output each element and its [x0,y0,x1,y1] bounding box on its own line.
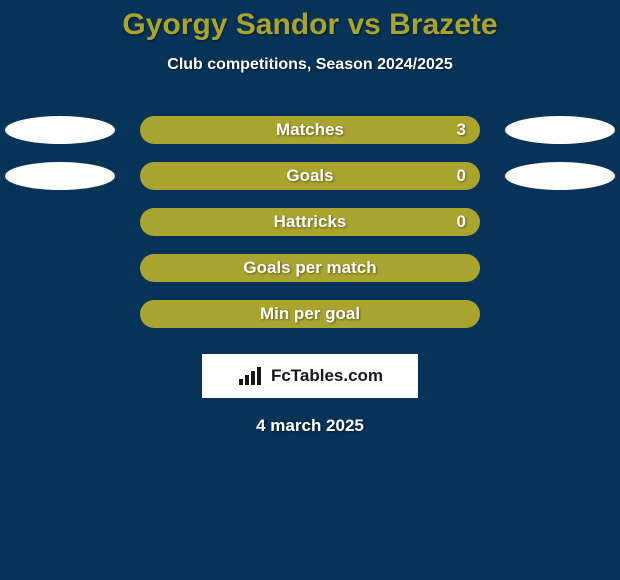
comparison-card: Gyorgy Sandor vs Brazete Club competitio… [0,0,620,580]
logo-text: FcTables.com [271,366,383,386]
stat-row: Goals per match [0,252,620,298]
right-ellipse [505,116,615,144]
left-ellipse [5,116,115,144]
stat-label: Goals [286,166,333,186]
right-ellipse [505,162,615,190]
date-label: 4 march 2025 [0,416,620,436]
stat-label: Hattricks [274,212,347,232]
stat-bar: Min per goal [140,300,480,328]
barchart-icon [237,365,265,387]
logo-box: FcTables.com [202,354,418,398]
left-ellipse [5,162,115,190]
stat-row: Hattricks 0 [0,206,620,252]
stat-bar: Hattricks 0 [140,208,480,236]
stat-rows: Matches 3 Goals 0 Hattricks 0 Goals per match M… [0,114,620,344]
page-title: Gyorgy Sandor vs Brazete [0,0,620,42]
stat-label: Matches [276,120,344,140]
stat-value: 3 [457,120,466,140]
subtitle: Club competitions, Season 2024/2025 [0,56,620,74]
stat-bar: Matches 3 [140,116,480,144]
stat-value: 0 [457,166,466,186]
stat-label: Goals per match [243,258,376,278]
stat-label: Min per goal [260,304,360,324]
stat-row: Goals 0 [0,160,620,206]
stat-value: 0 [457,212,466,232]
stat-row: Matches 3 [0,114,620,160]
stat-bar: Goals per match [140,254,480,282]
stat-row: Min per goal [0,298,620,344]
stat-bar: Goals 0 [140,162,480,190]
